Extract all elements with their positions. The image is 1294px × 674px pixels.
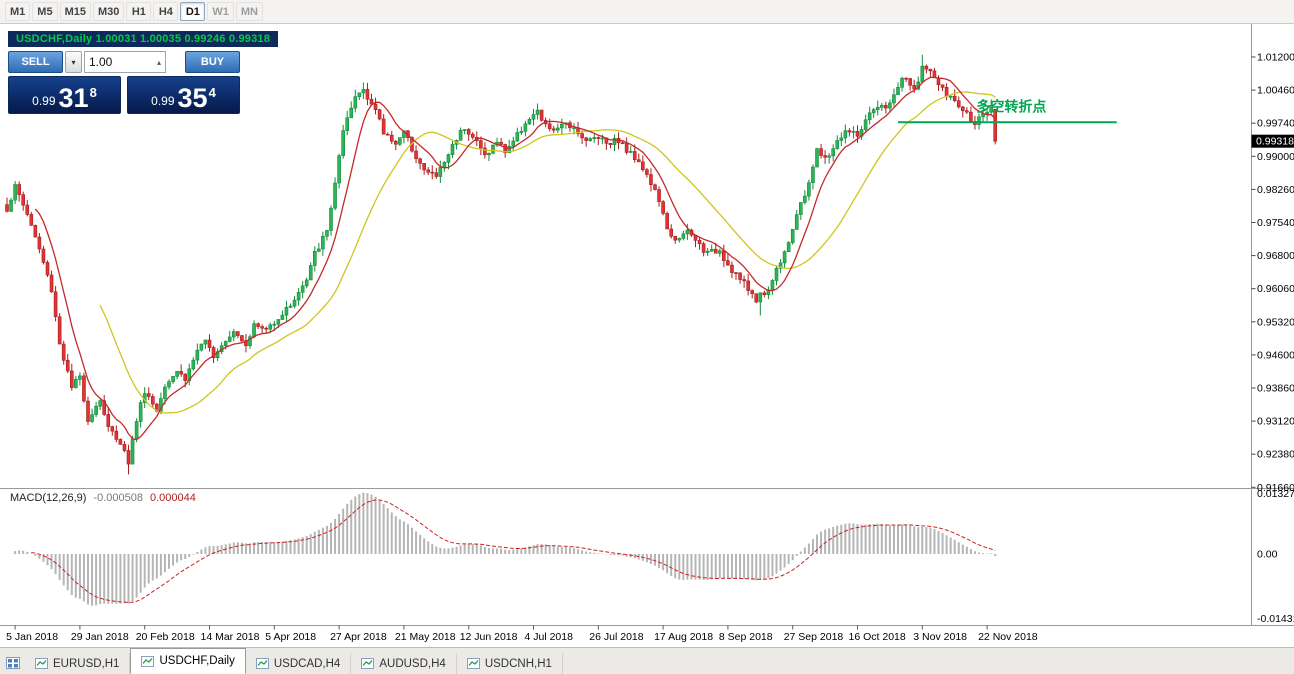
sell-price-tile[interactable]: 0.99 31 8 — [8, 76, 121, 114]
svg-text:0.96800: 0.96800 — [1257, 250, 1294, 262]
svg-text:0.97540: 0.97540 — [1257, 217, 1294, 229]
volume-value: 1.00 — [89, 55, 113, 69]
sell-price-big: 31 — [58, 83, 89, 113]
svg-text:0.99318: 0.99318 — [1256, 136, 1294, 148]
svg-text:27 Sep 2018: 27 Sep 2018 — [784, 631, 844, 643]
svg-text:0.95320: 0.95320 — [1257, 316, 1294, 328]
svg-text:20 Feb 2018: 20 Feb 2018 — [136, 631, 195, 643]
one-click-trading-panel: SELL ▾ 1.00 ▴ BUY 0.99 31 8 0.99 35 4 — [8, 51, 240, 114]
svg-text:0.93120: 0.93120 — [1257, 416, 1294, 428]
svg-text:14 Mar 2018: 14 Mar 2018 — [201, 631, 260, 643]
buy-price-sup: 4 — [208, 85, 216, 100]
timeframe-button-D1[interactable]: D1 — [180, 2, 206, 21]
macd-signal-value: 0.000044 — [149, 492, 196, 504]
chart-canvas[interactable]: 多空转折点 1.01200 1.00460 0.99740 0.99000 0.98260… — [0, 24, 1294, 647]
svg-text:16 Oct 2018: 16 Oct 2018 — [849, 631, 906, 643]
chart-window: 多空转折点 1.01200 1.00460 0.99740 0.99000 0.98260… — [0, 24, 1294, 647]
chart-frame — [0, 24, 1294, 626]
chevron-down-icon: ▾ — [71, 57, 76, 67]
macd-scale: 0.01327 0.00 -0.01431 — [1257, 488, 1294, 625]
volume-dropdown-button[interactable]: ▾ — [65, 51, 82, 73]
chart-tabs-bar: EURUSD,H1 USDCHF,Daily USDCAD,H4 AUDUSD,H4 U… — [0, 647, 1294, 674]
svg-text:0.01327: 0.01327 — [1257, 488, 1294, 500]
volume-field[interactable]: 1.00 ▴ — [84, 51, 166, 73]
sell-button[interactable]: SELL — [8, 51, 63, 73]
chart-tab-icon — [255, 658, 269, 669]
tab-USDCHF-Daily[interactable]: USDCHF,Daily — [130, 648, 246, 674]
svg-text:0.91660: 0.91660 — [1257, 482, 1294, 494]
tab-label: USDCAD,H4 — [273, 657, 341, 670]
svg-text:1.01200: 1.01200 — [1257, 52, 1294, 64]
tab-label: USDCNH,H1 — [484, 657, 552, 670]
chart-tab-icon — [361, 658, 375, 669]
svg-text:26 Jul 2018: 26 Jul 2018 — [589, 631, 643, 643]
chart-tab-icon — [35, 658, 48, 669]
sell-price-prefix: 0.99 — [32, 94, 56, 108]
price-axis: 1.01200 1.00460 0.99740 0.99000 0.98260 0.975… — [1251, 52, 1294, 494]
date-axis: 5 Jan 2018 29 Jan 2018 20 Feb 2018 14 Mar 2… — [6, 625, 1038, 643]
timeframe-button-M1[interactable]: M1 — [5, 2, 31, 21]
svg-text:-0.01431: -0.01431 — [1257, 613, 1294, 625]
timeframe-button-M30[interactable]: M30 — [92, 2, 125, 21]
tab-EURUSD-H1[interactable]: EURUSD,H1 — [25, 653, 131, 674]
candles-layer — [5, 54, 998, 475]
macd-value: -0.000508 — [93, 492, 143, 504]
svg-text:0.00: 0.00 — [1257, 549, 1278, 561]
tab-label: EURUSD,H1 — [53, 657, 120, 670]
svg-text:5 Apr 2018: 5 Apr 2018 — [265, 631, 316, 643]
svg-text:多空转折点: 多空转折点 — [976, 98, 1046, 114]
ma-slow-line — [99, 91, 996, 414]
chart-tab-icon — [141, 655, 155, 667]
svg-text:0.99000: 0.99000 — [1257, 151, 1294, 163]
buy-price-tile[interactable]: 0.99 35 4 — [127, 76, 240, 114]
chart-window-icon[interactable] — [6, 657, 20, 669]
volume-up-icon[interactable]: ▴ — [156, 57, 161, 67]
svg-text:27 Apr 2018: 27 Apr 2018 — [330, 631, 387, 643]
svg-text:21 May 2018: 21 May 2018 — [395, 631, 456, 643]
svg-text:0.99740: 0.99740 — [1257, 118, 1294, 130]
timeframe-toolbar: M1 M5 M15 M30 H1 H4 D1 W1 MN — [0, 0, 1294, 24]
chart-ohlc-header: USDCHF,Daily 1.00031 1.00035 0.99246 0.9… — [8, 31, 279, 47]
svg-text:0.92380: 0.92380 — [1257, 449, 1294, 461]
svg-text:4 Jul 2018: 4 Jul 2018 — [525, 631, 574, 643]
buy-price-prefix: 0.99 — [151, 94, 175, 108]
macd-name: MACD(12,26,9) — [10, 492, 87, 504]
sell-price-sup: 8 — [89, 85, 97, 100]
svg-text:5 Jan 2018: 5 Jan 2018 — [6, 631, 58, 643]
timeframe-button-H1[interactable]: H1 — [126, 2, 152, 21]
trendline-annotation: 多空转折点 — [898, 98, 1117, 124]
tab-USDCNH-H1[interactable]: USDCNH,H1 — [457, 653, 563, 674]
svg-text:0.93860: 0.93860 — [1257, 383, 1294, 395]
chart-tab-icon — [466, 658, 480, 669]
current-price-badge: 0.99318 — [1251, 134, 1294, 148]
svg-text:22 Nov 2018: 22 Nov 2018 — [978, 631, 1038, 643]
tab-label: USDCHF,Daily — [159, 655, 235, 667]
buy-button[interactable]: BUY — [185, 51, 240, 73]
tab-USDCAD-H4[interactable]: USDCAD,H4 — [246, 653, 352, 674]
ma-fast-line — [34, 76, 996, 441]
svg-text:29 Jan 2018: 29 Jan 2018 — [71, 631, 129, 643]
svg-text:8 Sep 2018: 8 Sep 2018 — [719, 631, 773, 643]
chart-ohlc-text: USDCHF,Daily 1.00031 1.00035 0.99246 0.9… — [16, 33, 271, 45]
timeframe-button-MN[interactable]: MN — [235, 2, 263, 21]
tab-label: AUDUSD,H4 — [379, 657, 446, 670]
tab-AUDUSD-H4[interactable]: AUDUSD,H4 — [351, 653, 457, 674]
svg-text:0.96060: 0.96060 — [1257, 283, 1294, 295]
svg-text:3 Nov 2018: 3 Nov 2018 — [913, 631, 967, 643]
macd-indicator-label: MACD(12,26,9) -0.000508 0.000044 — [10, 492, 196, 504]
timeframe-button-M15[interactable]: M15 — [59, 2, 91, 21]
svg-text:17 Aug 2018: 17 Aug 2018 — [654, 631, 713, 643]
svg-text:1.00460: 1.00460 — [1257, 85, 1294, 97]
macd-panel — [14, 492, 997, 606]
buy-price-big: 35 — [177, 83, 208, 113]
timeframe-button-H4[interactable]: H4 — [153, 2, 179, 21]
svg-text:0.98260: 0.98260 — [1257, 184, 1294, 196]
timeframe-button-M5[interactable]: M5 — [32, 2, 58, 21]
timeframe-button-W1[interactable]: W1 — [207, 2, 234, 21]
svg-text:12 Jun 2018: 12 Jun 2018 — [460, 631, 518, 643]
svg-text:0.94600: 0.94600 — [1257, 349, 1294, 361]
